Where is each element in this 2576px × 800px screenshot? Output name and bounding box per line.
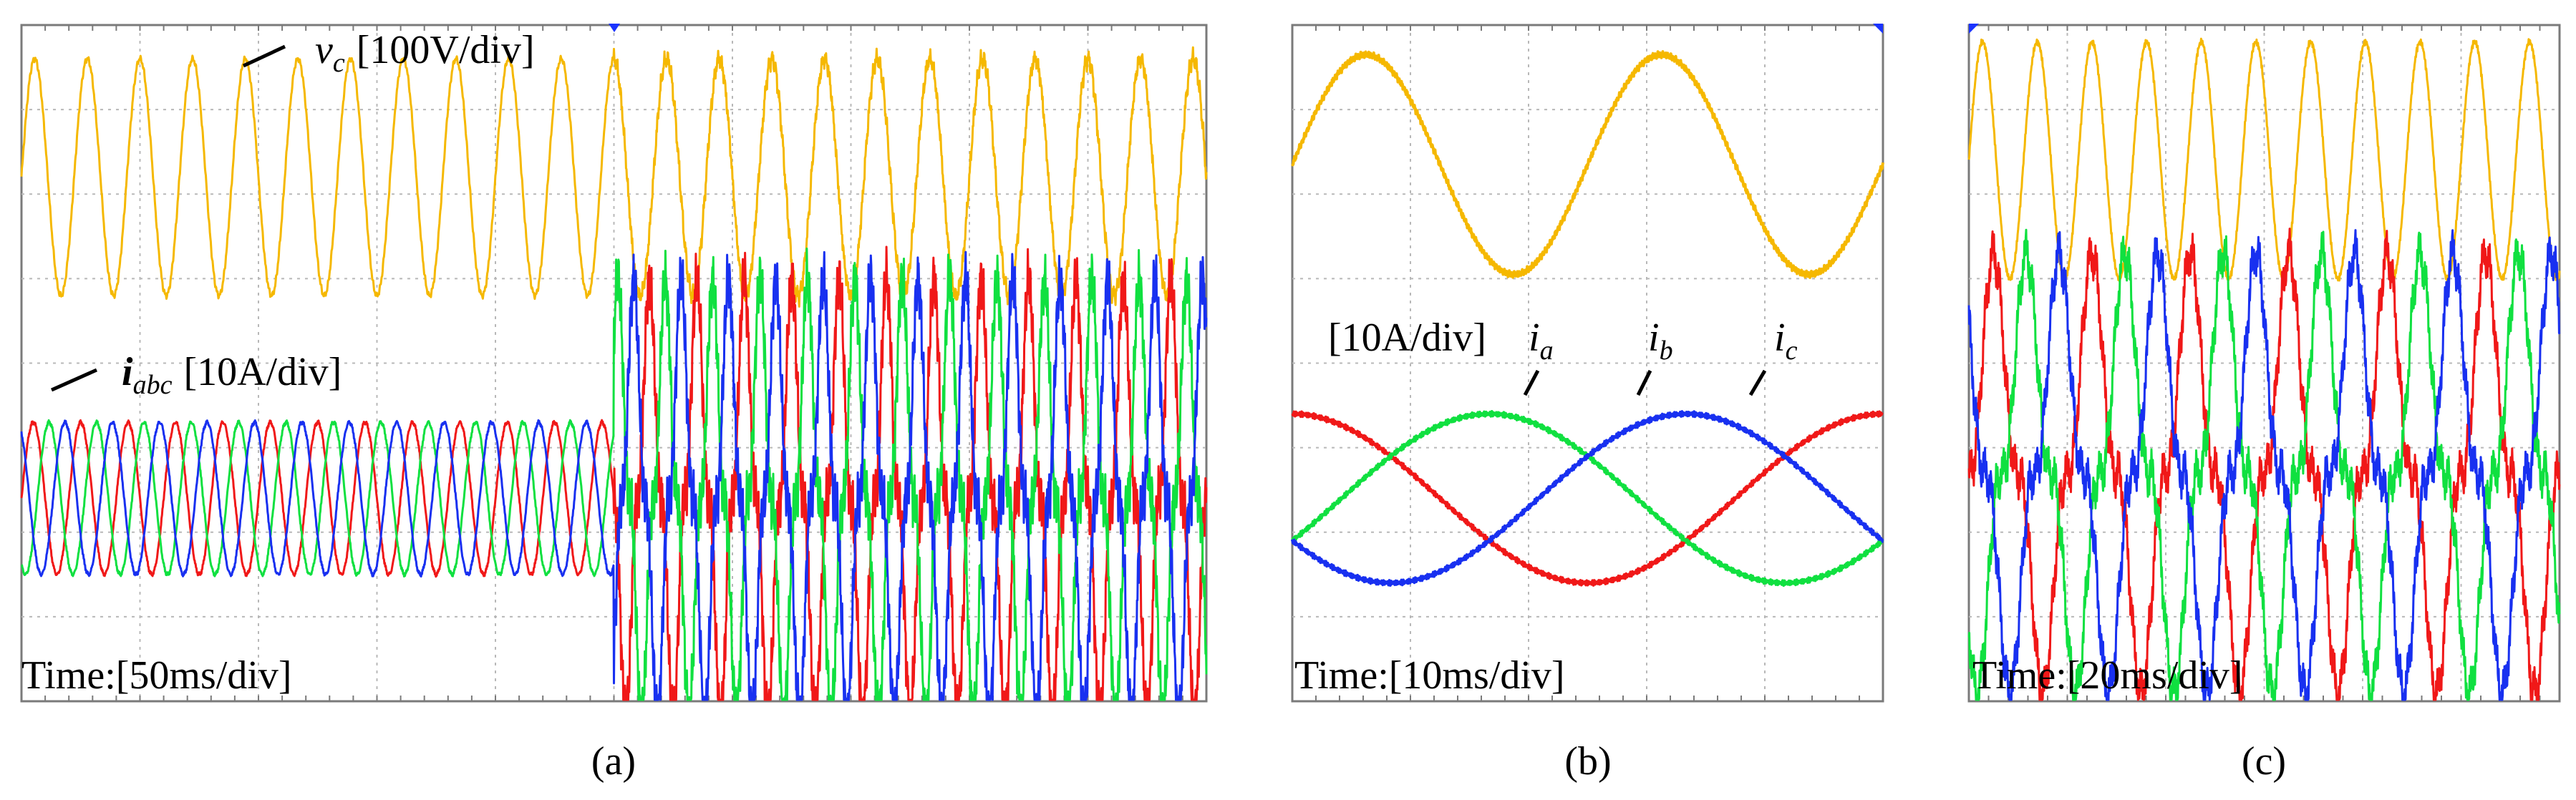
panel-c-grid	[1968, 25, 2560, 701]
panel-c-trigger-marker	[1969, 24, 1979, 34]
panel-a-current-leader	[50, 368, 98, 392]
panel-b-ib-leader	[1636, 369, 1652, 396]
panel-c-trace-v-c	[1967, 37, 2561, 283]
panel-b-label-ic-subscript: c	[1786, 336, 1798, 366]
panel-c-caption: (c)	[2242, 739, 2286, 784]
panel-a-current-scale: [10A/div]	[183, 350, 342, 394]
panel-a-voltage-leader	[242, 44, 286, 68]
panel-b: [10A/div] ia ib ic Time:[10ms/div] (b)	[1291, 24, 1884, 784]
panel-c-trace-i-a	[1967, 228, 2561, 701]
panel-b-time-label: Time:[10ms/div]	[1294, 653, 1565, 698]
panel-a-voltage-label: vc [100V/div]	[315, 28, 535, 78]
panel-c-trace-i-c	[1967, 229, 2561, 701]
panel-c-time-label: Time:[20ms/div]	[1972, 653, 2243, 698]
panel-b-label-ib-subscript: b	[1660, 336, 1673, 366]
panel-b-label-ib-symbol: i	[1648, 316, 1660, 360]
panel-a-trigger-marker	[609, 24, 620, 32]
panel-a-trace-i-a	[20, 245, 1208, 701]
panel-c-traces	[1967, 37, 2561, 701]
panel-b-trace-i-c	[1291, 410, 1884, 587]
panel-c: Time:[20ms/div] (c)	[1967, 24, 2561, 784]
panel-b-label-ib: ib	[1648, 316, 1673, 366]
panel-a-trace-i-b	[21, 248, 1208, 701]
panel-a-voltage-scale: [100V/div]	[357, 28, 535, 72]
panel-b-trace-v-c	[1291, 50, 1884, 279]
panel-a-trace-i-c	[20, 250, 1208, 701]
panel-a-current-symbol: i	[122, 350, 133, 394]
panel-b-current-scale: [10A/div]	[1328, 316, 1486, 360]
panel-b-ic-leader	[1748, 369, 1767, 396]
panel-b-label-ia-symbol: i	[1529, 316, 1540, 360]
panel-a: vc [100V/div] iabc [10A/div] Time:[50ms/di…	[20, 24, 1208, 784]
panel-b-label-ia-subscript: a	[1540, 336, 1554, 366]
panel-b-caption: (b)	[1564, 739, 1611, 784]
panel-b-label-ic: ic	[1774, 316, 1798, 366]
panel-a-traces	[20, 46, 1208, 701]
panel-b-frame	[1291, 24, 1884, 703]
panel-a-current-label: iabc [10A/div]	[122, 350, 342, 400]
panel-b-grid	[1292, 25, 1884, 701]
panel-b-label-ic-symbol: i	[1774, 316, 1786, 360]
panel-b-ia-leader	[1523, 369, 1540, 396]
panel-a-voltage-subscript: c	[333, 48, 345, 78]
panel-b-trigger-marker	[1873, 24, 1883, 34]
panel-a-current-subscript: abc	[133, 370, 173, 400]
panel-b-traces	[1291, 50, 1884, 587]
panel-c-trace-i-b	[1967, 228, 2561, 701]
panel-a-voltage-symbol: v	[315, 28, 333, 72]
panel-a-time-label: Time:[50ms/div]	[21, 653, 292, 698]
panel-a-caption: (a)	[591, 739, 636, 784]
panel-b-label-ia: ia	[1529, 316, 1554, 366]
